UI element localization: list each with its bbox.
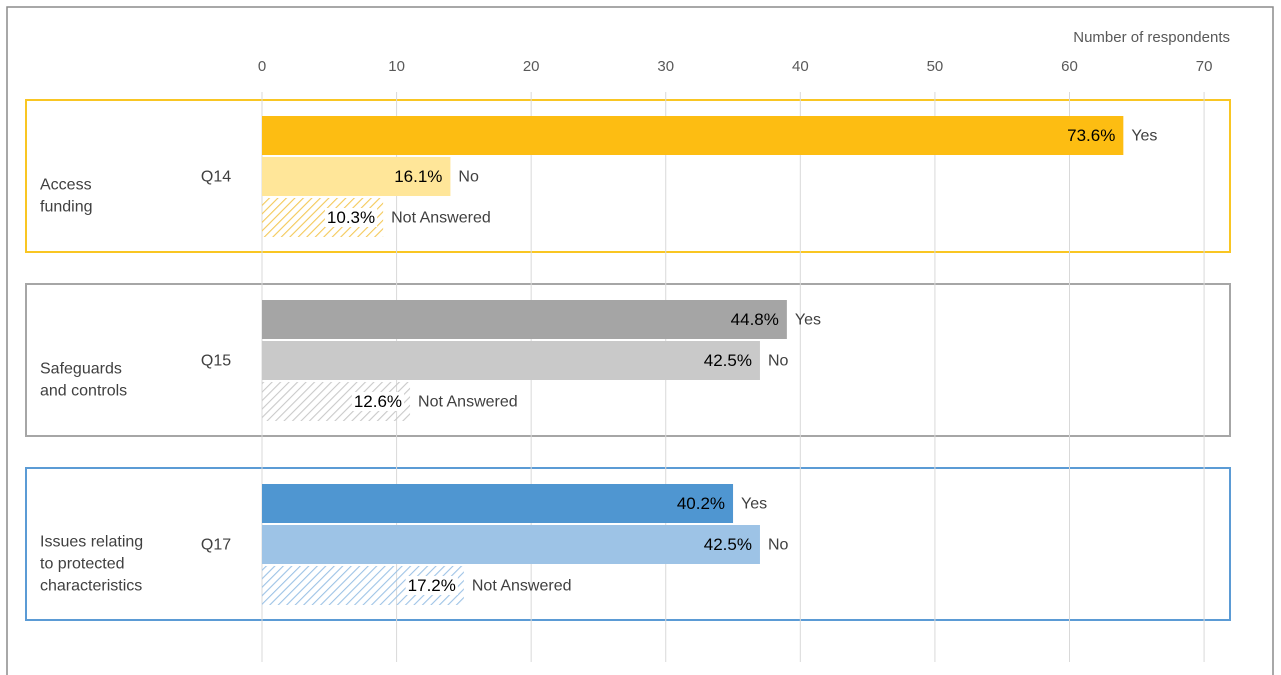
group-label: Access bbox=[40, 177, 92, 194]
bar bbox=[262, 484, 734, 523]
series-label: Yes bbox=[1131, 128, 1157, 145]
group-box bbox=[25, 283, 1231, 437]
series-label: Not Answered bbox=[418, 394, 518, 411]
data-label: 17.2% bbox=[408, 576, 456, 595]
frame bbox=[6, 6, 1274, 675]
data-label: 12.6% bbox=[354, 392, 402, 411]
data-label: 42.5% bbox=[704, 535, 752, 554]
x-tick-label: 50 bbox=[927, 58, 944, 75]
data-label-bg bbox=[324, 207, 378, 227]
group-label: Issues relating bbox=[40, 534, 143, 551]
x-tick-label: 0 bbox=[258, 58, 266, 75]
series-label: Not Answered bbox=[472, 578, 572, 595]
data-label-bg bbox=[351, 391, 405, 411]
category-label: Q15 bbox=[201, 353, 231, 370]
bar bbox=[262, 300, 787, 339]
x-tick-label: 40 bbox=[792, 58, 809, 75]
x-tick-label: 10 bbox=[388, 58, 405, 75]
data-label: 44.8% bbox=[731, 310, 779, 329]
x-tick-label: 30 bbox=[657, 58, 674, 75]
series-label: No bbox=[768, 353, 789, 370]
bar bbox=[262, 525, 760, 564]
series-label: No bbox=[768, 537, 789, 554]
series-label: Yes bbox=[795, 312, 821, 329]
data-label: 73.6% bbox=[1067, 126, 1115, 145]
data-label-bg bbox=[405, 575, 458, 595]
data-label: 10.3% bbox=[327, 208, 375, 227]
group-box bbox=[25, 99, 1231, 253]
bar bbox=[262, 341, 760, 380]
data-label: 16.1% bbox=[394, 167, 442, 186]
x-tick-label: 70 bbox=[1196, 58, 1213, 75]
group-box bbox=[25, 467, 1231, 621]
data-label: 42.5% bbox=[704, 351, 752, 370]
data-label: 40.2% bbox=[677, 494, 725, 513]
group-label: to protected bbox=[40, 556, 125, 573]
bar bbox=[262, 157, 451, 196]
category-label: Q17 bbox=[201, 537, 231, 554]
x-axis-label: Number of respondents bbox=[1073, 29, 1230, 46]
x-tick-label: 20 bbox=[523, 58, 540, 75]
group-label: and controls bbox=[40, 383, 127, 400]
series-label: No bbox=[458, 169, 479, 186]
series-label: Not Answered bbox=[391, 210, 491, 227]
group-label: characteristics bbox=[40, 578, 142, 595]
group-label: Safeguards bbox=[40, 361, 122, 378]
bar bbox=[262, 116, 1124, 155]
group-label: funding bbox=[40, 199, 93, 216]
category-label: Q14 bbox=[201, 169, 231, 186]
x-tick-label: 60 bbox=[1061, 58, 1078, 75]
series-label: Yes bbox=[741, 496, 767, 513]
